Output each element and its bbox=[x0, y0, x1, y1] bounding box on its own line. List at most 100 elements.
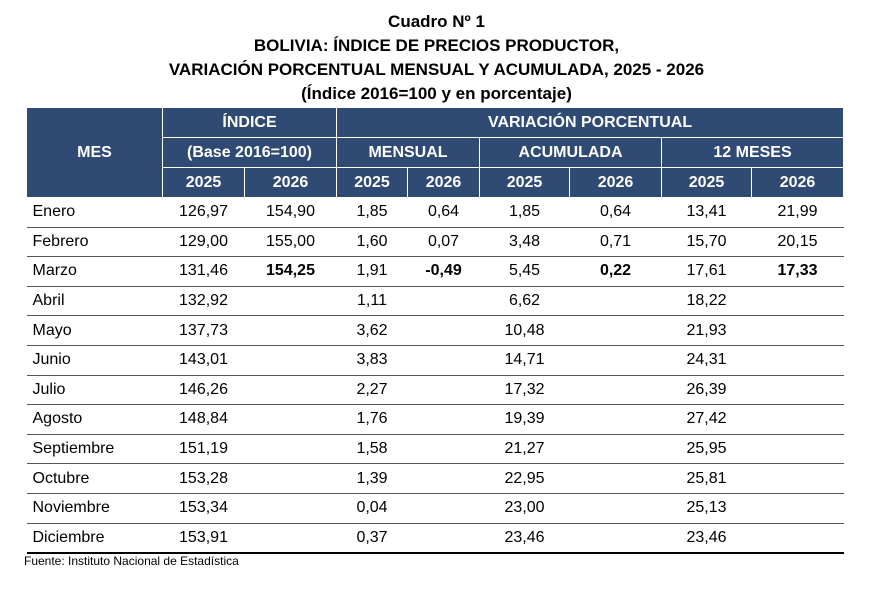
value-cell bbox=[751, 345, 844, 376]
value-cell bbox=[751, 523, 844, 555]
value-cell: 155,00 bbox=[244, 227, 337, 258]
value-cell bbox=[407, 404, 480, 435]
value-cell bbox=[244, 345, 337, 376]
table-row: Septiembre 151,19 1,58 21,27 25,95 bbox=[26, 434, 844, 465]
value-cell: 153,28 bbox=[162, 463, 245, 494]
header-cell: 2025 bbox=[479, 167, 571, 198]
value-cell: 1,60 bbox=[336, 227, 408, 258]
value-cell: 3,83 bbox=[336, 345, 408, 376]
value-cell: 21,27 bbox=[479, 434, 570, 465]
month-cell: Julio bbox=[26, 375, 163, 406]
header-cell: 2025 bbox=[336, 167, 409, 198]
table-body: Enero 126,97 154,90 1,85 0,64 1,85 0,64 13,41 21… bbox=[26, 197, 844, 555]
header-cell: 2025 bbox=[162, 167, 245, 198]
value-cell bbox=[569, 493, 662, 524]
value-cell bbox=[407, 523, 480, 555]
header-cell: MENSUAL bbox=[336, 137, 481, 168]
data-table: MES ÍNDICE VARIACIÓN PORCENTUAL (Base 20… bbox=[26, 107, 845, 555]
month-cell: Febrero bbox=[26, 227, 163, 258]
value-cell bbox=[751, 463, 844, 494]
table-row: Febrero 129,00 155,00 1,60 0,07 3,48 0,71 15,70… bbox=[26, 227, 844, 258]
value-cell bbox=[244, 523, 337, 555]
value-cell: 1,91 bbox=[336, 256, 408, 287]
header-cell: VARIACIÓN PORCENTUAL bbox=[336, 107, 845, 138]
value-cell: 17,32 bbox=[479, 375, 570, 406]
value-cell bbox=[244, 286, 337, 317]
header-cell: 2026 bbox=[243, 167, 338, 198]
value-cell: 19,39 bbox=[479, 404, 570, 435]
value-cell: 1,39 bbox=[336, 463, 408, 494]
value-cell: 131,46 bbox=[162, 256, 245, 287]
table-row: Enero 126,97 154,90 1,85 0,64 1,85 0,64 13,41 21… bbox=[26, 197, 844, 228]
value-cell: 6,62 bbox=[479, 286, 570, 317]
value-cell: 18,22 bbox=[661, 286, 752, 317]
value-cell bbox=[569, 345, 662, 376]
value-cell: 1,76 bbox=[336, 404, 408, 435]
value-cell: 151,19 bbox=[162, 434, 245, 465]
header-cell: MES bbox=[26, 107, 163, 198]
value-cell: 10,48 bbox=[479, 315, 570, 346]
month-cell: Noviembre bbox=[26, 493, 163, 524]
value-cell: 129,00 bbox=[162, 227, 245, 258]
value-cell bbox=[569, 315, 662, 346]
value-cell bbox=[407, 375, 480, 406]
value-cell: 21,99 bbox=[751, 197, 844, 228]
value-cell: 153,91 bbox=[162, 523, 245, 555]
month-cell: Diciembre bbox=[26, 523, 163, 555]
value-cell bbox=[407, 315, 480, 346]
month-cell: Agosto bbox=[26, 404, 163, 435]
header-cell: 2026 bbox=[569, 167, 663, 198]
table-row: Mayo 137,73 3,62 10,48 21,93 bbox=[26, 315, 844, 346]
value-cell: 1,58 bbox=[336, 434, 408, 465]
value-cell bbox=[751, 404, 844, 435]
value-cell bbox=[569, 523, 662, 555]
value-cell: 24,31 bbox=[661, 345, 752, 376]
value-cell: 0,04 bbox=[336, 493, 408, 524]
value-cell bbox=[751, 493, 844, 524]
value-cell: 0,37 bbox=[336, 523, 408, 555]
value-cell: 23,46 bbox=[479, 523, 570, 555]
value-cell: 1,85 bbox=[336, 197, 408, 228]
table-row: Noviembre 153,34 0,04 23,00 25,13 bbox=[26, 493, 844, 524]
value-cell: 23,00 bbox=[479, 493, 570, 524]
title-line: Cuadro Nº 1 bbox=[388, 12, 485, 31]
month-cell: Marzo bbox=[26, 256, 163, 287]
value-cell: 17,33 bbox=[751, 256, 844, 287]
value-cell bbox=[244, 404, 337, 435]
table-row: Octubre 153,28 1,39 22,95 25,81 bbox=[26, 463, 844, 494]
value-cell bbox=[407, 434, 480, 465]
header-cell: ÍNDICE bbox=[161, 107, 338, 138]
value-cell: 1,11 bbox=[336, 286, 408, 317]
value-cell: 25,95 bbox=[661, 434, 752, 465]
value-cell bbox=[244, 434, 337, 465]
header-cell: 2026 bbox=[407, 167, 481, 198]
table-header: MES ÍNDICE VARIACIÓN PORCENTUAL (Base 20… bbox=[26, 107, 845, 198]
value-cell: 126,97 bbox=[162, 197, 245, 228]
value-cell: 154,90 bbox=[244, 197, 337, 228]
value-cell: 26,39 bbox=[661, 375, 752, 406]
month-cell: Septiembre bbox=[26, 434, 163, 465]
value-cell: 3,62 bbox=[336, 315, 408, 346]
value-cell bbox=[751, 286, 844, 317]
value-cell: 148,84 bbox=[162, 404, 245, 435]
title-line: (Índice 2016=100 y en porcentaje) bbox=[301, 84, 572, 103]
value-cell: 13,41 bbox=[661, 197, 752, 228]
table-row: Abril 132,92 1,11 6,62 18,22 bbox=[26, 286, 844, 317]
value-cell: 0,64 bbox=[407, 197, 480, 228]
value-cell: 17,61 bbox=[661, 256, 752, 287]
value-cell: 153,34 bbox=[162, 493, 245, 524]
month-cell: Enero bbox=[26, 197, 163, 228]
table-row: Diciembre 153,91 0,37 23,46 23,46 bbox=[26, 523, 844, 555]
value-cell bbox=[569, 434, 662, 465]
header-cell: 12 MESES bbox=[661, 137, 845, 168]
value-cell: 0,07 bbox=[407, 227, 480, 258]
title-line: BOLIVIA: ÍNDICE DE PRECIOS PRODUCTOR, bbox=[253, 36, 620, 55]
value-cell bbox=[751, 315, 844, 346]
header-cell: 2025 bbox=[661, 167, 753, 198]
value-cell: 27,42 bbox=[661, 404, 752, 435]
value-cell: 143,01 bbox=[162, 345, 245, 376]
value-cell bbox=[407, 345, 480, 376]
title-block: Cuadro Nº 1 BOLIVIA: ÍNDICE DE PRECIOS PR… bbox=[0, 10, 873, 106]
value-cell: 21,93 bbox=[661, 315, 752, 346]
